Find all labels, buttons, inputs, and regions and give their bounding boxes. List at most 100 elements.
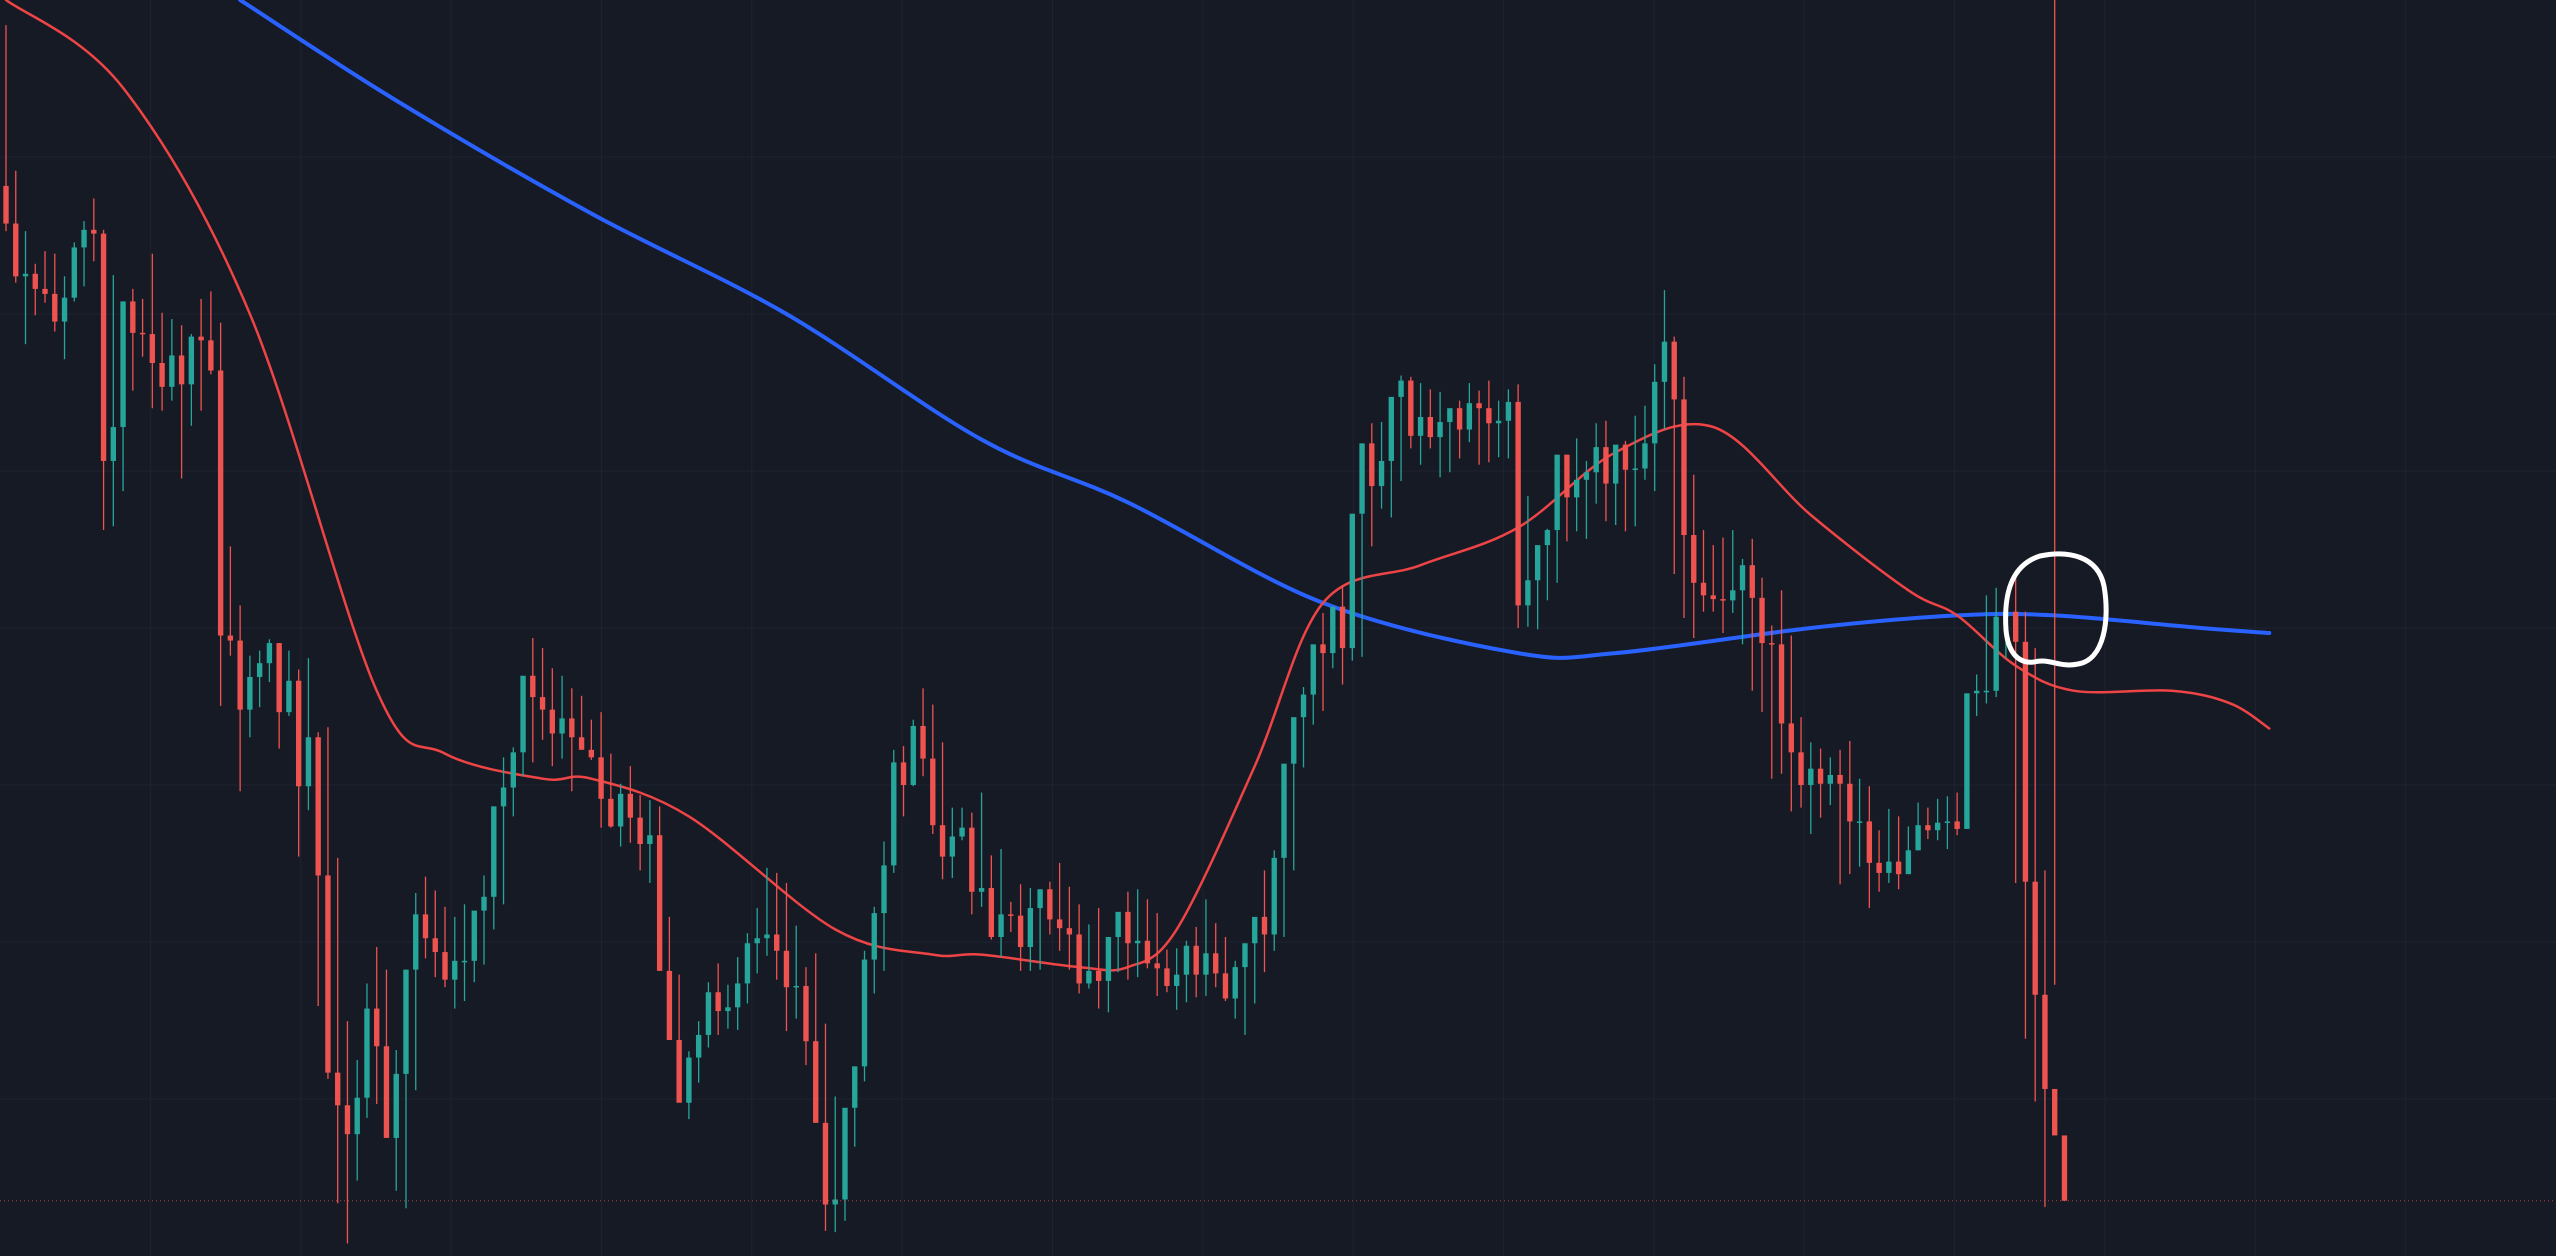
candle xyxy=(354,1060,360,1181)
candle xyxy=(1593,423,1599,504)
candle-body xyxy=(1359,443,1365,514)
candle xyxy=(2022,611,2029,1039)
annotation-circle[interactable] xyxy=(2003,551,2109,668)
candle xyxy=(1222,936,1229,1002)
candle-body xyxy=(1856,821,1863,823)
candle-body xyxy=(1466,403,1473,430)
candle xyxy=(1174,948,1180,1010)
candle xyxy=(295,669,302,857)
candle xyxy=(1095,908,1102,1009)
candle-body xyxy=(1993,616,1999,691)
candle-body xyxy=(1710,595,1716,600)
candle-body xyxy=(247,676,253,710)
candle xyxy=(891,749,897,873)
candle xyxy=(988,855,995,940)
annotation[interactable] xyxy=(2003,551,2109,668)
candle-body xyxy=(1125,911,1131,944)
candle xyxy=(978,792,985,907)
candle-body xyxy=(1866,821,1873,863)
candle xyxy=(1583,460,1590,539)
candle xyxy=(22,231,29,345)
candle-body xyxy=(1495,420,1502,424)
candle xyxy=(1778,590,1785,774)
candle xyxy=(139,298,146,357)
candle-body xyxy=(1934,822,1941,831)
candle xyxy=(100,229,107,531)
candle xyxy=(1866,786,1873,909)
candle xyxy=(637,795,643,871)
candle-body xyxy=(91,229,97,234)
candle-body xyxy=(1369,443,1375,487)
candle-body xyxy=(481,896,487,911)
candle xyxy=(42,251,48,303)
candle-body xyxy=(1271,857,1277,935)
candle xyxy=(559,675,565,759)
candle xyxy=(91,198,97,262)
candle-body xyxy=(1095,970,1102,981)
candle xyxy=(1037,889,1043,970)
candle xyxy=(1369,423,1375,547)
candle-body xyxy=(1203,953,1209,975)
candle-body xyxy=(1456,408,1463,430)
candle-body xyxy=(237,640,243,710)
candle-body xyxy=(1008,914,1014,916)
candle xyxy=(1388,396,1394,518)
candle-body xyxy=(2032,881,2038,995)
candle xyxy=(178,325,185,479)
candle xyxy=(803,967,809,1066)
candle xyxy=(1954,792,1960,836)
candle xyxy=(1330,606,1336,669)
candle xyxy=(1515,384,1521,628)
candle xyxy=(647,800,653,883)
candle-body xyxy=(120,301,126,428)
candle-body xyxy=(1895,861,1902,875)
candle xyxy=(1525,496,1531,627)
candle xyxy=(208,291,214,375)
candle xyxy=(1144,899,1151,969)
candle-body xyxy=(81,229,87,248)
candle-body xyxy=(1749,565,1755,598)
candle xyxy=(188,334,195,426)
candle xyxy=(813,953,819,1123)
candle-body xyxy=(1378,460,1385,487)
candle-body xyxy=(139,332,146,335)
candle xyxy=(852,1066,858,1147)
candle-body xyxy=(1447,408,1453,423)
candle-body xyxy=(1769,643,1775,645)
candle-body xyxy=(1486,408,1492,424)
candle xyxy=(120,301,126,492)
candle xyxy=(2012,570,2019,883)
candle xyxy=(1876,830,1882,892)
candle-body xyxy=(1222,973,1229,999)
candle xyxy=(461,904,468,1002)
candle-body xyxy=(1622,444,1629,470)
candle-body xyxy=(1281,763,1287,858)
candle-body xyxy=(2061,1135,2068,1201)
candle xyxy=(744,933,751,1004)
candle xyxy=(432,890,438,978)
candle xyxy=(1017,884,1024,971)
candle-body xyxy=(13,223,19,277)
candle xyxy=(1291,717,1297,871)
candle xyxy=(715,963,721,1035)
candle xyxy=(1827,757,1834,806)
candle xyxy=(1164,949,1170,993)
candle xyxy=(422,876,429,959)
candle xyxy=(2052,0,2058,1136)
candle xyxy=(1837,749,1843,885)
candle-body xyxy=(520,675,526,753)
candle-body xyxy=(695,1034,702,1058)
candle-body xyxy=(588,749,595,758)
candle xyxy=(774,872,780,980)
candle xyxy=(1261,870,1268,973)
candle-body xyxy=(715,992,721,1012)
candle-body xyxy=(413,914,419,970)
candle-body xyxy=(676,1039,682,1103)
candle xyxy=(1417,383,1424,465)
candle xyxy=(725,984,731,1029)
candle xyxy=(695,1021,702,1083)
candle-body xyxy=(1876,862,1882,873)
candle xyxy=(61,276,68,360)
